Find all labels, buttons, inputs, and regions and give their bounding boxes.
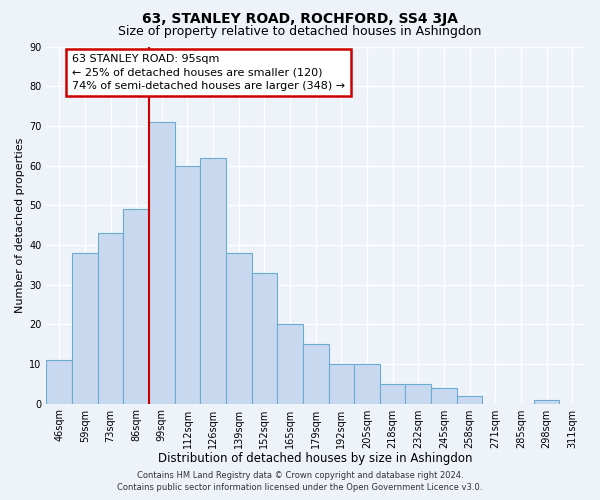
Bar — [175, 166, 200, 404]
Bar — [380, 384, 406, 404]
Bar — [251, 272, 277, 404]
Bar — [431, 388, 457, 404]
Bar — [46, 360, 72, 404]
Bar — [329, 364, 354, 404]
Text: 63 STANLEY ROAD: 95sqm
← 25% of detached houses are smaller (120)
74% of semi-de: 63 STANLEY ROAD: 95sqm ← 25% of detached… — [72, 54, 345, 91]
Text: Contains HM Land Registry data © Crown copyright and database right 2024.
Contai: Contains HM Land Registry data © Crown c… — [118, 471, 482, 492]
Y-axis label: Number of detached properties: Number of detached properties — [15, 138, 25, 312]
Bar — [354, 364, 380, 404]
Bar — [72, 253, 98, 404]
Bar — [200, 158, 226, 404]
Bar — [534, 400, 559, 404]
Bar — [457, 396, 482, 404]
Bar — [277, 324, 303, 404]
Bar — [98, 233, 124, 404]
Text: Size of property relative to detached houses in Ashingdon: Size of property relative to detached ho… — [118, 25, 482, 38]
Text: 63, STANLEY ROAD, ROCHFORD, SS4 3JA: 63, STANLEY ROAD, ROCHFORD, SS4 3JA — [142, 12, 458, 26]
Bar — [406, 384, 431, 404]
Bar — [226, 253, 251, 404]
Bar — [124, 209, 149, 404]
Bar — [149, 122, 175, 404]
Bar — [303, 344, 329, 404]
X-axis label: Distribution of detached houses by size in Ashingdon: Distribution of detached houses by size … — [158, 452, 473, 465]
